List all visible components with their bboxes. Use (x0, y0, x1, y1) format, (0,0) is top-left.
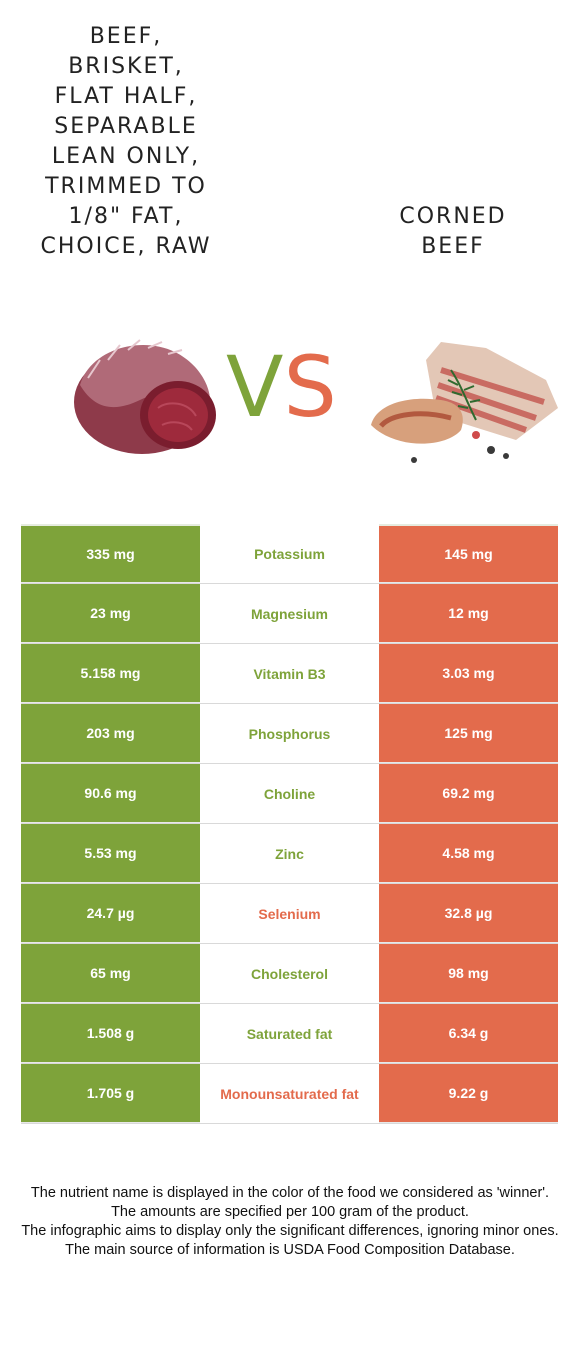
nutrient-comparison-table: 335 mg Potassium 145 mg 23 mg Magnesium 12 mg… (21, 524, 558, 1124)
nutrient-name: Magnesium (200, 584, 379, 643)
table-row: 5.53 mg Zinc 4.58 mg (21, 824, 558, 884)
left-value: 90.6 mg (21, 764, 200, 823)
footer-notes: The nutrient name is displayed in the co… (10, 1184, 570, 1260)
left-value: 335 mg (21, 524, 200, 583)
nutrient-name: Choline (200, 764, 379, 823)
right-value: 3.03 mg (379, 644, 558, 703)
right-value: 4.58 mg (379, 824, 558, 883)
left-value: 65 mg (21, 944, 200, 1003)
left-value: 1.705 g (21, 1064, 200, 1123)
right-value: 69.2 mg (379, 764, 558, 823)
table-row: 1.705 g Monounsaturated fat 9.22 g (21, 1064, 558, 1124)
nutrient-name: Saturated fat (200, 1004, 379, 1063)
left-value: 203 mg (21, 704, 200, 763)
table-row: 203 mg Phosphorus 125 mg (21, 704, 558, 764)
nutrient-name: Monounsaturated fat (200, 1064, 379, 1123)
right-value: 125 mg (379, 704, 558, 763)
corned-beef-image (366, 330, 561, 470)
right-value: 145 mg (379, 524, 558, 583)
table-row: 335 mg Potassium 145 mg (21, 524, 558, 584)
footer-line-4: The main source of information is USDA F… (65, 1242, 515, 1258)
right-value: 98 mg (379, 944, 558, 1003)
table-row: 1.508 g Saturated fat 6.34 g (21, 1004, 558, 1064)
nutrient-name: Cholesterol (200, 944, 379, 1003)
left-value: 1.508 g (21, 1004, 200, 1063)
nutrient-name: Zinc (200, 824, 379, 883)
footer-line-1: The nutrient name is displayed in the co… (30, 1185, 550, 1201)
left-value: 24.7 µg (21, 884, 200, 943)
left-value: 5.158 mg (21, 644, 200, 703)
raw-beef-image (70, 330, 220, 460)
table-row: 24.7 µg Selenium 32.8 µg (21, 884, 558, 944)
left-value: 23 mg (21, 584, 200, 643)
right-value: 32.8 µg (379, 884, 558, 943)
nutrient-name: Vitamin B3 (200, 644, 379, 703)
nutrient-name: Phosphorus (200, 704, 379, 763)
footer-line-3: The infographic aims to display only the… (21, 1223, 559, 1239)
vs-s: S (283, 338, 337, 436)
vs-v: V (226, 338, 284, 436)
food-right-title: CORNED BEEF (399, 204, 507, 259)
food-left-title: BEEF, BRISKET, FLAT HALF, SEPARABLE LEAN… (40, 24, 212, 259)
footer-line-2: The amounts are specified per 100 gram o… (111, 1204, 469, 1220)
right-value: 6.34 g (379, 1004, 558, 1063)
left-value: 5.53 mg (21, 824, 200, 883)
nutrient-name: Selenium (200, 884, 379, 943)
nutrient-name: Potassium (200, 524, 379, 583)
table-row: 65 mg Cholesterol 98 mg (21, 944, 558, 1004)
table-row: 5.158 mg Vitamin B3 3.03 mg (21, 644, 558, 704)
right-value: 12 mg (379, 584, 558, 643)
table-row: 90.6 mg Choline 69.2 mg (21, 764, 558, 824)
table-row: 23 mg Magnesium 12 mg (21, 584, 558, 644)
vs-label: VS (226, 345, 337, 429)
right-value: 9.22 g (379, 1064, 558, 1123)
